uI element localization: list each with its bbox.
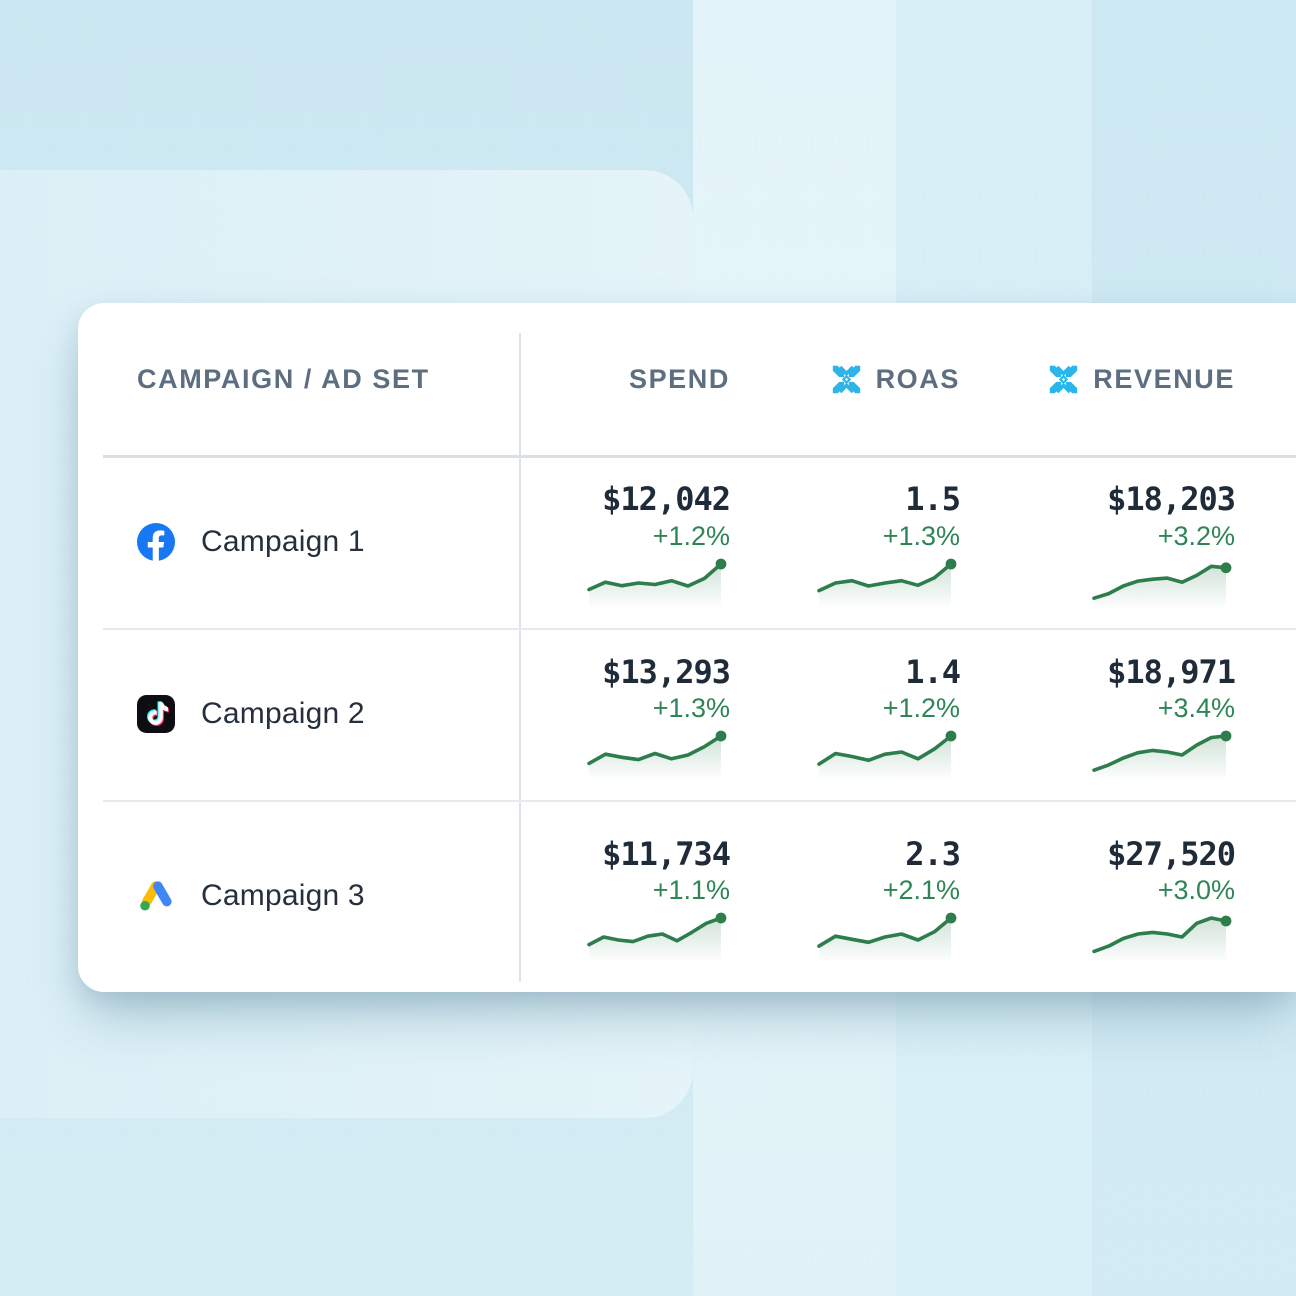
metric-value: $11,734 [602, 834, 731, 873]
metric-delta: +1.3% [652, 693, 730, 724]
metric-value: $18,971 [1107, 652, 1236, 691]
metric-delta: +3.0% [1157, 875, 1235, 906]
column-divider [519, 333, 521, 982]
metric-delta: +1.1% [652, 875, 730, 906]
metric-value: $18,203 [1107, 480, 1236, 519]
campaign-name: Campaign 3 [201, 879, 365, 912]
metric-delta: +1.3% [882, 520, 960, 551]
sparkline-chart [817, 913, 957, 964]
roas-cell: 1.5 +1.3% [740, 455, 970, 628]
campaign-name: Campaign 1 [201, 524, 365, 558]
table-row-campaign-2-name[interactable]: Campaign 2 [78, 628, 520, 800]
row-spacer [1245, 455, 1296, 628]
column-header-revenue[interactable]: REVENUE [970, 303, 1245, 455]
metric-value: 1.5 [905, 480, 961, 519]
metric-delta: +3.4% [1157, 693, 1235, 724]
row-spacer [1245, 800, 1296, 992]
metric-delta: +3.2% [1157, 520, 1235, 551]
revenue-cell: $18,971 +3.4% [970, 628, 1245, 800]
table-row-campaign-3-name[interactable]: Campaign 3 [78, 800, 520, 992]
metric-value: 1.4 [905, 652, 961, 691]
row-divider [103, 628, 1296, 630]
snowflake-icon [1050, 365, 1078, 393]
sparkline-chart [587, 731, 727, 782]
table-row-campaign-1-name[interactable]: Campaign 1 [78, 455, 520, 628]
metric-delta: +1.2% [882, 693, 960, 724]
campaign-name: Campaign 2 [201, 697, 365, 730]
metric-delta: +1.2% [652, 520, 730, 551]
column-header-campaign[interactable]: CAMPAIGN / AD SET [78, 303, 520, 455]
column-header-roas[interactable]: ROAS [740, 303, 970, 455]
header-spacer [1245, 303, 1296, 455]
metric-value: 2.3 [905, 834, 961, 873]
sparkline-chart [817, 731, 957, 782]
sparkline-chart [587, 913, 727, 964]
sparkline-chart [587, 558, 727, 609]
metric-value: $12,042 [602, 480, 731, 519]
row-divider [103, 800, 1296, 802]
column-header-label: SPEND [628, 363, 730, 394]
revenue-cell: $18,203 +3.2% [970, 455, 1245, 628]
header-divider [103, 455, 1296, 458]
campaign-metrics-table: CAMPAIGN / AD SET SPEND ROAS [78, 303, 1296, 992]
metric-value: $27,520 [1107, 834, 1236, 873]
snowflake-icon [832, 365, 860, 393]
metrics-table-card: CAMPAIGN / AD SET SPEND ROAS [78, 303, 1296, 992]
spend-cell: $11,734 +1.1% [520, 800, 740, 992]
sparkline-chart [1092, 916, 1232, 964]
roas-cell: 1.4 +1.2% [740, 628, 970, 800]
revenue-cell: $27,520 +3.0% [970, 800, 1245, 992]
facebook-icon [137, 522, 175, 561]
sparkline-chart [817, 558, 957, 609]
metric-delta: +2.1% [882, 875, 960, 906]
spend-cell: $13,293 +1.3% [520, 628, 740, 800]
column-header-label: ROAS [875, 363, 960, 394]
roas-cell: 2.3 +2.1% [740, 800, 970, 992]
sparkline-chart [1092, 731, 1232, 782]
column-header-label: REVENUE [1093, 363, 1235, 394]
column-header-label: CAMPAIGN / AD SET [137, 363, 430, 394]
tiktok-icon [137, 695, 175, 733]
column-header-spend[interactable]: SPEND [520, 303, 740, 455]
spend-cell: $12,042 +1.2% [520, 455, 740, 628]
row-spacer [1245, 628, 1296, 800]
sparkline-chart [1092, 562, 1232, 609]
google-ads-icon [140, 881, 172, 911]
metric-value: $13,293 [602, 652, 731, 691]
